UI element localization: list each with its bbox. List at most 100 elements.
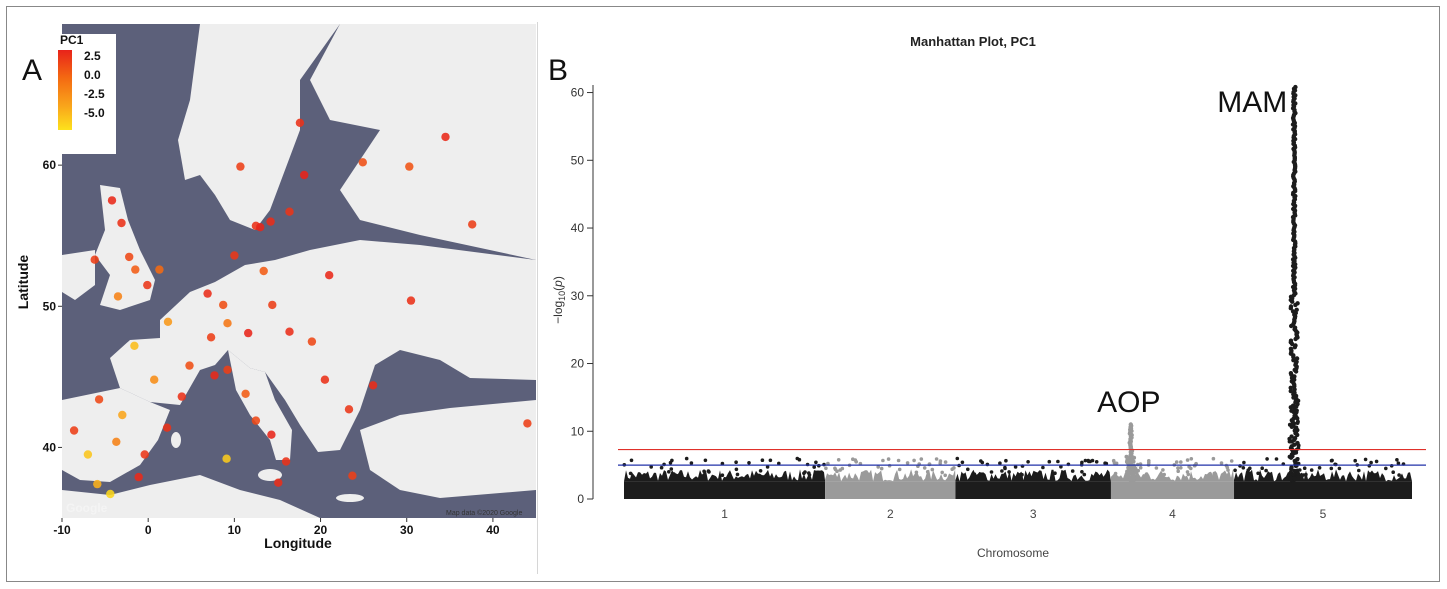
map-point — [256, 223, 265, 232]
peak-base-point — [1294, 404, 1299, 409]
snp-point — [689, 461, 694, 465]
y-tick-label: 50 — [571, 153, 585, 167]
snp-point — [1176, 469, 1180, 474]
panel-b-letter: B — [548, 54, 569, 87]
snp-point — [1397, 473, 1401, 477]
chromosome-tick-label: 4 — [1169, 507, 1176, 521]
x-tick-label: 40 — [486, 523, 500, 537]
map-points — [69, 118, 532, 499]
chromosome-tick-label: 5 — [1320, 507, 1327, 521]
map-point — [307, 337, 317, 346]
peak-base-point — [1128, 475, 1133, 480]
snp-point — [930, 467, 935, 472]
snp-point — [1004, 458, 1008, 463]
snp-point — [961, 473, 966, 478]
panel-a-letter: A — [22, 54, 43, 87]
y-tick-label: 40 — [571, 221, 585, 235]
snp-point — [879, 466, 884, 471]
snp-point — [1329, 458, 1334, 463]
snp-point — [1162, 472, 1166, 477]
map-point — [163, 317, 173, 326]
snp-point — [943, 473, 947, 478]
snp-point — [702, 469, 706, 474]
snp-point — [826, 461, 830, 466]
peak-base-point — [1289, 408, 1294, 413]
snp-point — [1104, 461, 1109, 466]
chromosome-tick-label: 1 — [721, 507, 728, 521]
peak-base-point — [1294, 425, 1299, 430]
peak-point — [1288, 338, 1294, 343]
snp-point — [1138, 465, 1143, 470]
y-tick-label: 30 — [571, 289, 585, 303]
manhattan-points — [622, 84, 1412, 499]
snp-point — [672, 472, 676, 476]
snp-point — [989, 470, 994, 474]
map-point — [107, 196, 117, 205]
map-point — [266, 217, 275, 226]
x-tick-label: -10 — [53, 523, 71, 537]
snp-point — [998, 461, 1002, 466]
snp-point — [938, 461, 942, 466]
snp-point — [1020, 472, 1024, 477]
peak-point — [1295, 457, 1300, 462]
peak-point — [1290, 403, 1296, 408]
snp-point — [1260, 466, 1264, 471]
map-point — [348, 471, 357, 480]
snp-point — [1094, 460, 1099, 464]
snp-point — [840, 466, 845, 471]
snp-point — [1179, 466, 1183, 470]
snp-point — [669, 467, 674, 471]
map-point — [143, 280, 152, 290]
snp-point — [814, 460, 818, 465]
snp-point — [703, 458, 708, 463]
map-point — [295, 118, 305, 128]
snp-point — [1225, 465, 1230, 470]
map-point — [523, 419, 532, 428]
snp-point — [760, 458, 765, 463]
snp-point — [1369, 460, 1373, 465]
map-point — [281, 457, 291, 466]
map-point — [241, 389, 250, 398]
legend-colorbar — [58, 50, 72, 130]
snp-point — [765, 465, 770, 469]
panel-divider — [537, 22, 538, 574]
snp-point — [1041, 465, 1045, 470]
peak-point — [1290, 309, 1296, 314]
peak-base-point — [1287, 422, 1292, 427]
peak-base-point — [1292, 413, 1297, 418]
x-tick-label: 10 — [228, 523, 242, 537]
snp-point — [934, 457, 939, 461]
peak-base-point — [1294, 463, 1299, 468]
y-tick-label: 60 — [571, 86, 585, 100]
snp-point — [896, 458, 901, 463]
peak-base-point — [1127, 467, 1132, 471]
x-tick-label: 30 — [400, 523, 414, 537]
google-logo: Google — [66, 501, 108, 515]
map-point — [94, 395, 104, 404]
map-credit: Map data ©2020 Google — [446, 509, 522, 517]
map-point — [134, 472, 143, 482]
chromosome-band — [955, 481, 1111, 499]
snp-point — [649, 465, 653, 469]
chromosome-tick-label: 2 — [887, 507, 894, 521]
snp-point — [628, 471, 633, 476]
map-point — [112, 437, 121, 446]
snp-point — [824, 466, 828, 471]
snp-point — [734, 460, 738, 465]
snp-point — [1080, 470, 1084, 474]
land-masses — [62, 24, 536, 518]
snp-point — [960, 460, 965, 465]
y-tick-label: 40 — [43, 440, 57, 454]
islands — [171, 432, 364, 502]
y-tick-label: 50 — [43, 299, 57, 313]
peak-base-point — [1292, 451, 1297, 455]
snp-point — [1144, 473, 1148, 477]
snp-point — [1211, 456, 1216, 461]
y-ticks: 0 10 20 30 40 50 60 — [571, 86, 593, 506]
chromosome-band — [1110, 481, 1235, 499]
peak-point — [1293, 84, 1298, 90]
snp-point — [1059, 465, 1063, 469]
snp-point — [1317, 466, 1322, 470]
chromosome-band — [624, 481, 826, 499]
snp-point — [659, 465, 664, 470]
